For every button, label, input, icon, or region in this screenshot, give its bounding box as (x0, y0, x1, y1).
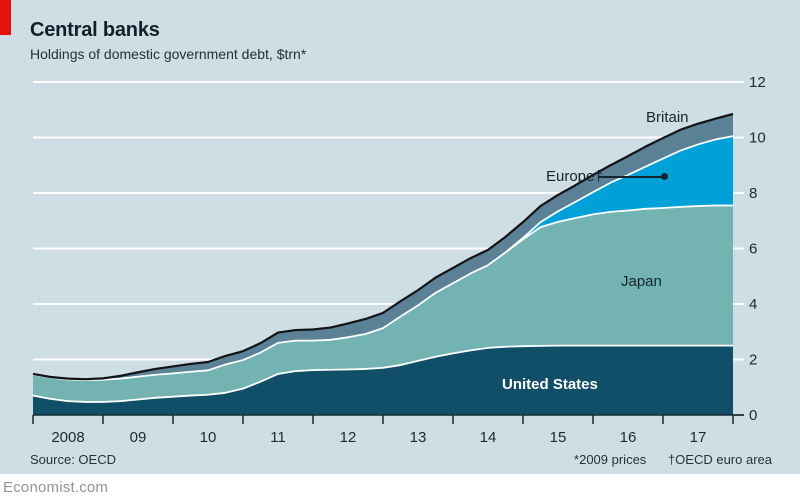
x-tick-label: 11 (270, 429, 286, 446)
footnote-euro-area: †OECD euro area (667, 452, 772, 467)
x-tick-label: 09 (130, 429, 147, 446)
y-tick-label: 0 (749, 407, 757, 424)
x-tick-label: 17 (690, 429, 707, 446)
area-united-states (33, 345, 733, 415)
stacked-areas (33, 113, 733, 415)
footnotes: *2009 prices †OECD euro area (574, 452, 772, 467)
area-japan (33, 205, 733, 402)
area-britain (33, 113, 733, 381)
x-tick-label: 16 (620, 429, 637, 446)
europe-pointer-line (599, 176, 662, 178)
japan-series-label: Japan (621, 273, 662, 290)
x-tick-label: 12 (340, 429, 357, 446)
japan-top-line (32, 204, 733, 381)
x-tick-label: 2008 (51, 429, 84, 446)
x-tick-label: 10 (200, 429, 217, 446)
britain-series-label: Britain (646, 109, 689, 126)
y-tick-label: 12 (749, 74, 766, 91)
chart-title: Central banks (30, 19, 160, 41)
total-line (32, 112, 734, 381)
europe-top-line (504, 135, 734, 254)
y-tick-label: 8 (749, 185, 757, 202)
brand-red-tab (0, 0, 11, 35)
x-tick-label: 15 (550, 429, 567, 446)
brand-bar: Economist.com (0, 474, 800, 504)
brand-link: Economist.com (3, 479, 109, 496)
footnote-prices: *2009 prices (574, 452, 647, 467)
y-tick-label: 10 (749, 130, 766, 147)
chart-subtitle: Holdings of domestic government debt, $t… (30, 46, 307, 62)
x-axis: 2008 09 10 11 12 13 14 15 16 17 (32, 414, 744, 446)
us-top-line (32, 344, 733, 403)
y-tick-label: 2 (749, 352, 757, 369)
x-tick-label: 14 (480, 429, 497, 446)
europe-series-label: Europe† (546, 168, 603, 185)
y-axis: 0 2 4 6 8 10 12 (733, 74, 766, 424)
y-tick-label: 4 (749, 296, 757, 313)
y-tick-label: 6 (749, 241, 757, 258)
area-europe (33, 136, 733, 381)
source-note: Source: OECD (30, 452, 116, 467)
united-states-series-label: United States (502, 376, 598, 393)
separator-lines (32, 112, 734, 403)
europe-pointer-dot (661, 173, 668, 180)
x-tick-label: 13 (410, 429, 427, 446)
